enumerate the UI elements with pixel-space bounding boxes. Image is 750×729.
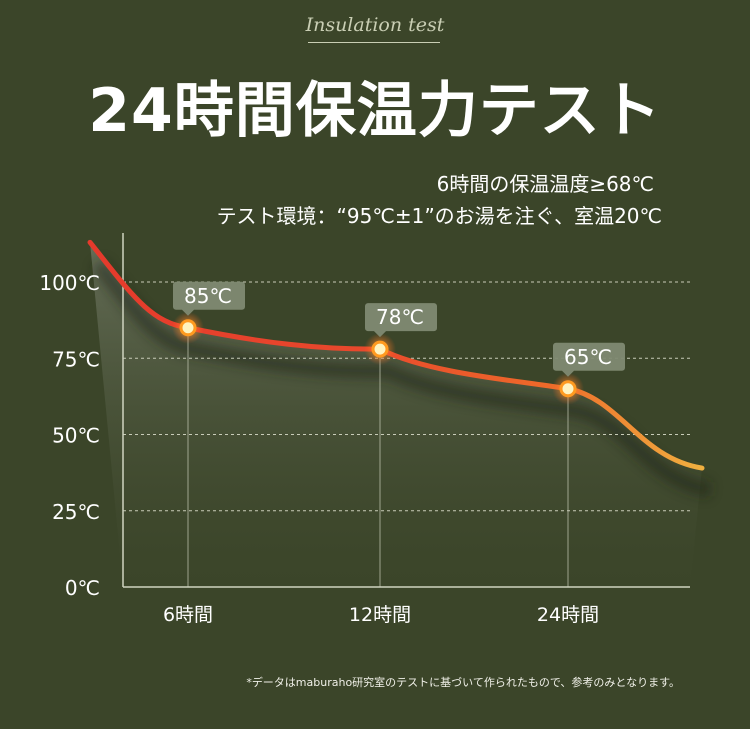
footnote: *データはmaburaho研究室のテストに基づいて作られたもので、参考のみとなり… bbox=[246, 676, 680, 689]
y-tick-label: 75℃ bbox=[52, 347, 100, 371]
y-tick-label: 0℃ bbox=[65, 576, 100, 600]
data-label: 78℃ bbox=[376, 305, 424, 329]
y-tick-label: 50℃ bbox=[52, 424, 100, 448]
data-label: 85℃ bbox=[184, 284, 232, 308]
x-tick-label: 6時間 bbox=[163, 604, 213, 626]
x-tick-label: 12時間 bbox=[349, 604, 411, 626]
x-tick-label: 24時間 bbox=[537, 604, 599, 626]
subtitle-1: 6時間の保温温度≥68℃ bbox=[436, 172, 654, 196]
data-point bbox=[559, 380, 577, 398]
y-tick-label: 25℃ bbox=[52, 500, 100, 524]
eyebrow-text: Insulation test bbox=[305, 14, 445, 36]
line-shadow bbox=[92, 259, 712, 497]
data-point bbox=[179, 319, 197, 337]
data-point bbox=[371, 340, 389, 358]
area-fill bbox=[90, 242, 702, 587]
eyebrow-underline bbox=[308, 42, 440, 43]
page-title: 24時間保温力テスト bbox=[88, 76, 662, 146]
data-label: 65℃ bbox=[564, 345, 612, 369]
data-label-box bbox=[365, 303, 437, 338]
y-tick-label: 100℃ bbox=[39, 271, 100, 295]
data-label-box bbox=[173, 281, 245, 316]
data-label-box bbox=[553, 342, 625, 377]
subtitle-2: テスト環境：“95℃±1”のお湯を注ぐ、室温20℃ bbox=[216, 204, 662, 228]
